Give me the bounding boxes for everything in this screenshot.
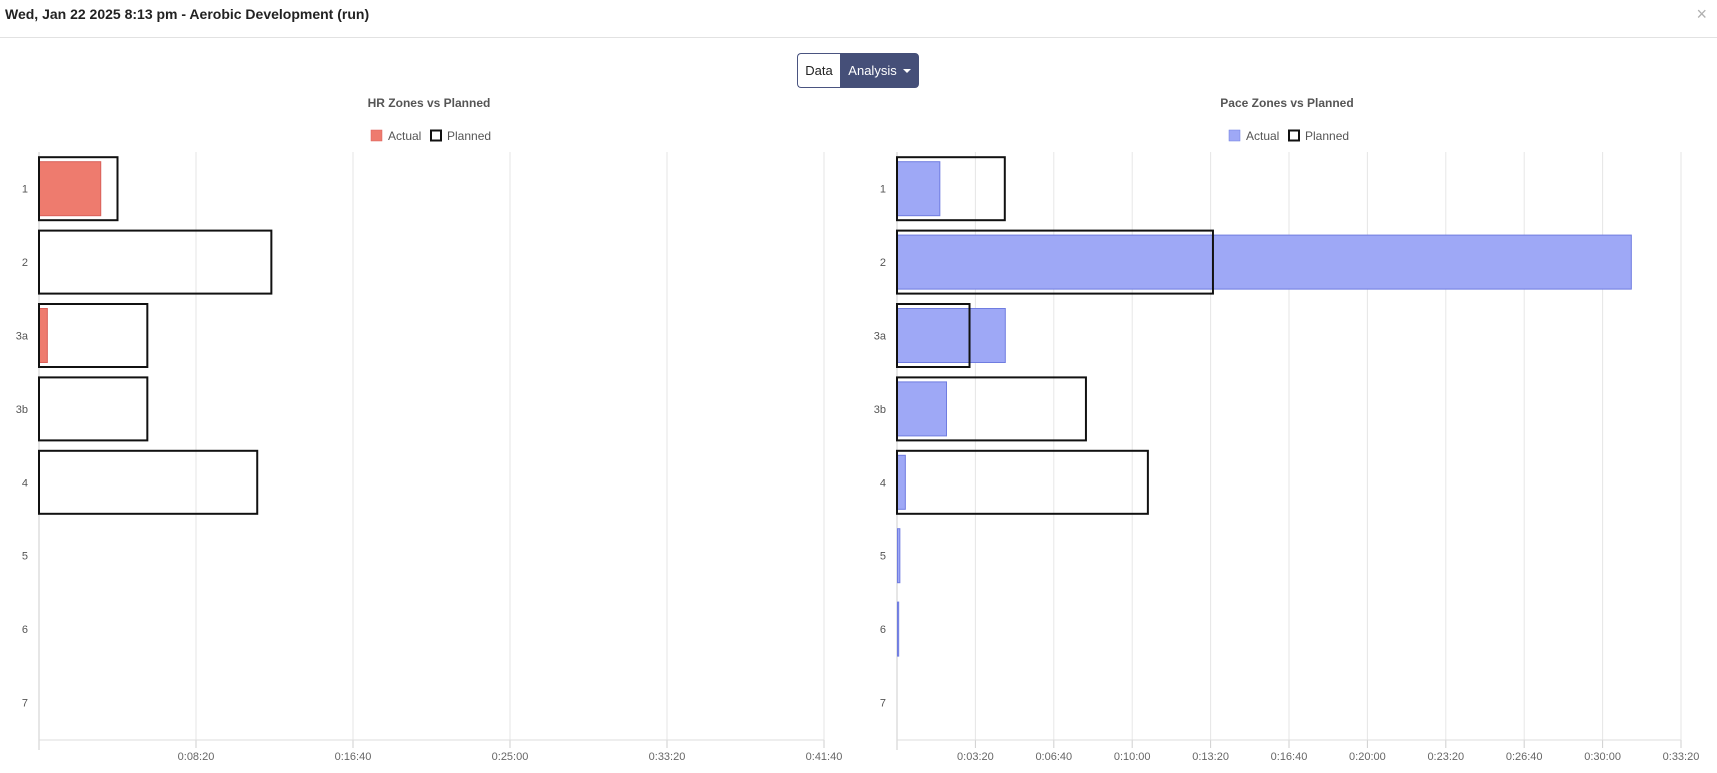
bar-actual[interactable] bbox=[897, 161, 941, 217]
y-tick-label: 4 bbox=[880, 477, 886, 489]
x-tick-label: 0:16:40 bbox=[335, 751, 372, 763]
y-tick-label: 3b bbox=[874, 404, 886, 416]
x-tick-label: 0:06:40 bbox=[1035, 751, 1072, 763]
x-tick-label: 0:03:20 bbox=[957, 751, 994, 763]
x-tick-label: 0:13:20 bbox=[1192, 751, 1229, 763]
y-tick-label: 7 bbox=[880, 698, 886, 710]
x-tick-label: 0:33:20 bbox=[1663, 751, 1700, 763]
x-tick-label: 0:23:20 bbox=[1427, 751, 1464, 763]
bar-actual[interactable] bbox=[897, 528, 901, 584]
legend-actual-label[interactable]: Actual bbox=[388, 129, 421, 143]
chart-title: HR Zones vs Planned bbox=[368, 96, 491, 110]
bar-planned[interactable] bbox=[896, 449, 1149, 515]
bar-actual[interactable] bbox=[897, 454, 906, 510]
bar-planned[interactable] bbox=[896, 156, 1006, 222]
legend-planned-swatch[interactable] bbox=[430, 129, 442, 142]
x-tick-label: 0:30:00 bbox=[1584, 751, 1621, 763]
workout-title: Wed, Jan 22 2025 8:13 pm - Aerobic Devel… bbox=[5, 6, 370, 22]
y-tick-label: 1 bbox=[22, 184, 28, 196]
y-tick-label: 3a bbox=[16, 331, 29, 343]
analysis-tab-label: Analysis bbox=[848, 63, 897, 78]
y-tick-label: 3a bbox=[874, 331, 887, 343]
legend-planned-swatch[interactable] bbox=[1288, 129, 1300, 142]
chevron-down-icon bbox=[902, 68, 911, 73]
chart-legend: Actual Planned bbox=[1228, 129, 1349, 143]
x-tick-label: 0:25:00 bbox=[492, 751, 529, 763]
y-tick-label: 4 bbox=[22, 477, 28, 489]
x-tick-label: 0:26:40 bbox=[1506, 751, 1543, 763]
close-icon[interactable]: × bbox=[1696, 4, 1707, 24]
bar-planned[interactable] bbox=[38, 229, 273, 295]
x-tick-label: 0:10:00 bbox=[1114, 751, 1151, 763]
legend-actual-label[interactable]: Actual bbox=[1246, 129, 1279, 143]
pace-zones-chart: Pace Zones vs Planned Actual Planned 0:03:2… bbox=[874, 96, 1700, 763]
y-tick-label: 7 bbox=[22, 698, 28, 710]
hr-zones-chart: HR Zones vs Planned Actual Planned 0:08:20 0… bbox=[16, 96, 843, 763]
x-tick-label: 0:33:20 bbox=[649, 751, 686, 763]
bar-actual[interactable] bbox=[39, 161, 102, 217]
chart-legend: Actual Planned bbox=[370, 129, 491, 143]
analysis-dropdown-button[interactable]: Analysis bbox=[840, 53, 919, 88]
data-tab-button[interactable]: Data bbox=[797, 53, 840, 88]
legend-actual-swatch[interactable] bbox=[370, 129, 383, 142]
y-tick-label: 1 bbox=[880, 184, 886, 196]
y-tick-label: 6 bbox=[22, 624, 28, 636]
bar-actual[interactable] bbox=[897, 601, 900, 657]
bar-planned[interactable] bbox=[38, 303, 149, 368]
data-tab-label: Data bbox=[805, 63, 833, 78]
bar-actual[interactable] bbox=[897, 308, 1006, 363]
chart-title: Pace Zones vs Planned bbox=[1220, 96, 1353, 110]
bar-planned[interactable] bbox=[38, 376, 149, 442]
y-tick-label: 5 bbox=[22, 551, 28, 563]
bar-actual[interactable] bbox=[897, 381, 947, 437]
legend-planned-label[interactable]: Planned bbox=[447, 129, 491, 143]
modal-header: Wed, Jan 22 2025 8:13 pm - Aerobic Devel… bbox=[0, 0, 1717, 38]
x-tick-label: 0:20:00 bbox=[1349, 751, 1386, 763]
x-tick-label: 0:08:20 bbox=[178, 751, 215, 763]
legend-planned-label[interactable]: Planned bbox=[1305, 129, 1349, 143]
legend-actual-swatch[interactable] bbox=[1228, 129, 1241, 142]
bar-actual[interactable] bbox=[897, 234, 1632, 290]
x-tick-label: 0:41:40 bbox=[806, 751, 843, 763]
bar-planned[interactable] bbox=[896, 376, 1087, 442]
y-tick-label: 6 bbox=[880, 624, 886, 636]
bar-planned[interactable] bbox=[896, 229, 1214, 295]
bar-planned[interactable] bbox=[38, 449, 259, 515]
y-tick-label: 2 bbox=[22, 257, 28, 269]
y-tick-label: 5 bbox=[880, 551, 886, 563]
x-tick-label: 0:16:40 bbox=[1271, 751, 1308, 763]
view-toggle: Data Analysis bbox=[797, 53, 919, 88]
bar-planned[interactable] bbox=[38, 156, 119, 222]
y-tick-label: 2 bbox=[880, 257, 886, 269]
bar-planned[interactable] bbox=[896, 303, 971, 368]
bar-actual[interactable] bbox=[39, 308, 48, 363]
y-tick-label: 3b bbox=[16, 404, 28, 416]
